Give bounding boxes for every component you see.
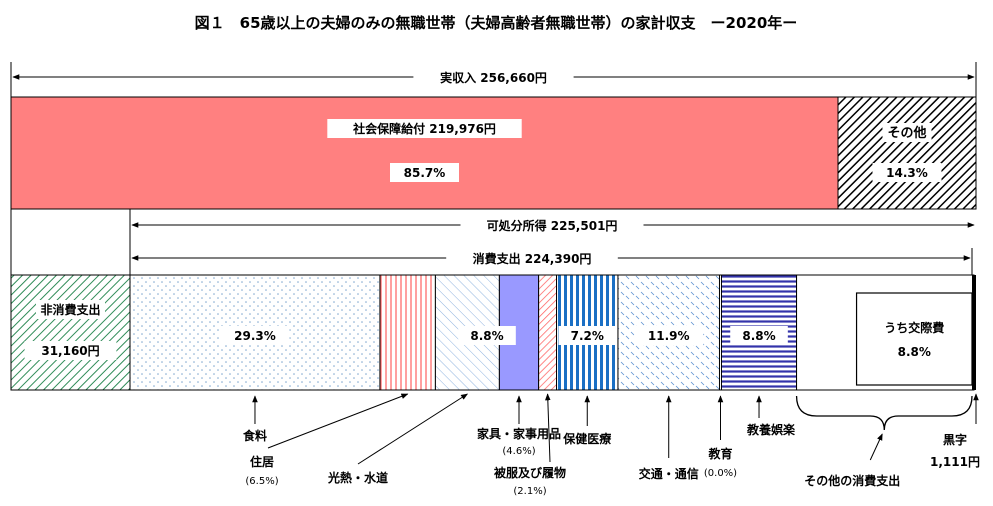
income-bar-0 [10, 96, 839, 210]
expense-bar-4 [538, 274, 558, 391]
income-label-0-bg [327, 119, 522, 138]
income-bar-1 [837, 96, 977, 210]
callout-furniture-sub: (4.6%) [502, 446, 535, 457]
callout-other: その他の消費支出 [804, 473, 900, 488]
expense-pct-3: 8.8% [470, 329, 503, 343]
callout-education-sub: (0.0%) [704, 468, 737, 479]
consumption-label: 消費支出 224,390円 [473, 251, 592, 266]
expense-group: 非消費支出31,160円29.3%8.8%7.2%11.9%8.8%20.8%う… [10, 274, 976, 391]
expense-pct-5: 7.2% [571, 329, 604, 343]
callout-transport: 交通・通信 [639, 466, 699, 481]
callout-arrow-other [869, 433, 883, 461]
callout-surplus: 黒字 [943, 432, 967, 447]
expense-pct-0: 29.3% [234, 329, 276, 343]
callout-education: 教育 [707, 446, 732, 461]
callout-recreation: 教養娯楽 [746, 422, 796, 437]
entertainment-label: うち交際費 [884, 320, 944, 335]
income-total-label-bg [413, 68, 574, 87]
entertainment-pct: 8.8% [898, 345, 931, 359]
income-label-0: 社会保障給付 219,976円 [352, 121, 496, 136]
callout-utilities: 光熱・水道 [327, 470, 388, 485]
callout-surplus-value: 1,111円 [930, 455, 980, 469]
expense-pct-8: 8.8% [742, 329, 775, 343]
non-consumption-value-bg [24, 341, 117, 360]
callout-arrow-housing [267, 393, 409, 449]
non-consumption-label: 非消費支出 [40, 302, 100, 317]
callout-clothing-sub: (2.1%) [513, 486, 546, 497]
surplus-bar [972, 275, 976, 390]
income-label-1: その他 [887, 125, 926, 141]
expense-pct-8-bg [730, 326, 788, 345]
consumption-label-bg [446, 249, 618, 268]
expense-pct-6: 11.9% [648, 329, 690, 343]
expense-pct-5-bg [558, 326, 617, 345]
income-pct-1-bg [872, 163, 942, 182]
callout-arrow-utilities [357, 393, 468, 465]
income-pct-0-bg [390, 163, 460, 182]
callout-furniture: 家具・家事用品 [477, 426, 561, 441]
expense-pct-3-bg [458, 326, 516, 345]
income-pct-0: 85.7% [404, 166, 446, 180]
callout-medical: 保健医療 [562, 431, 611, 446]
disposable-label: 可処分所得 225,501円 [487, 218, 618, 233]
chart-title: 図１ 65歳以上の夫婦のみの無職世帯（夫婦高齢者無職世帯）の家計収支 ー2020… [195, 14, 798, 32]
disposable-label-bg [460, 216, 644, 235]
entertainment-box [855, 292, 973, 386]
income-total-label: 実収入 256,660円 [440, 70, 547, 85]
non-consumption-label-bg [36, 300, 105, 319]
non-consumption-value: 31,160円 [41, 344, 99, 358]
expense-pct-0-bg [220, 326, 290, 345]
callout-housing-sub: (6.5%) [245, 476, 278, 487]
non-consumption-bar [10, 274, 131, 391]
other-brace [795, 395, 973, 431]
callout-arrow-clothing [545, 393, 551, 463]
callout-clothing: 被服及び履物 [494, 465, 566, 480]
income-label-1-bg [882, 123, 932, 142]
callout-food: 食料 [242, 428, 267, 443]
expense-pct-6-bg [634, 326, 704, 345]
expense-bar-1 [379, 274, 436, 391]
income-pct-1: 14.3% [886, 166, 928, 180]
callout-housing: 住居 [250, 454, 274, 469]
